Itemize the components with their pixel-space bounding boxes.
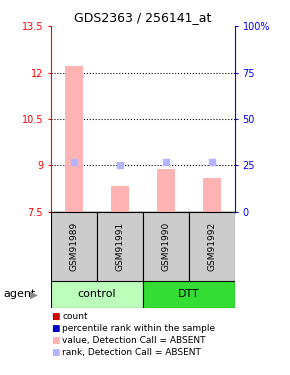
Bar: [189, 212, 235, 281]
Text: GSM91989: GSM91989: [69, 222, 78, 271]
Text: control: control: [77, 290, 116, 299]
Bar: [51, 212, 97, 281]
Bar: [65, 66, 83, 212]
Bar: [203, 178, 221, 212]
Text: GSM91992: GSM91992: [207, 222, 216, 271]
Text: percentile rank within the sample: percentile rank within the sample: [62, 324, 215, 333]
Text: count: count: [62, 312, 88, 321]
Text: GSM91991: GSM91991: [115, 222, 124, 271]
Text: agent: agent: [3, 290, 35, 299]
Text: ■: ■: [51, 324, 59, 333]
Bar: [143, 281, 235, 308]
Bar: [157, 169, 175, 212]
Title: GDS2363 / 256141_at: GDS2363 / 256141_at: [74, 11, 211, 24]
Bar: [143, 212, 189, 281]
Bar: [97, 212, 143, 281]
Bar: [111, 186, 128, 212]
Bar: [51, 281, 143, 308]
Text: DTT: DTT: [178, 290, 200, 299]
Text: value, Detection Call = ABSENT: value, Detection Call = ABSENT: [62, 336, 206, 345]
Text: ■: ■: [51, 348, 59, 357]
Text: rank, Detection Call = ABSENT: rank, Detection Call = ABSENT: [62, 348, 201, 357]
Text: ■: ■: [51, 312, 59, 321]
Text: GSM91990: GSM91990: [161, 222, 170, 271]
Text: ■: ■: [51, 336, 59, 345]
Text: ▶: ▶: [30, 290, 39, 299]
